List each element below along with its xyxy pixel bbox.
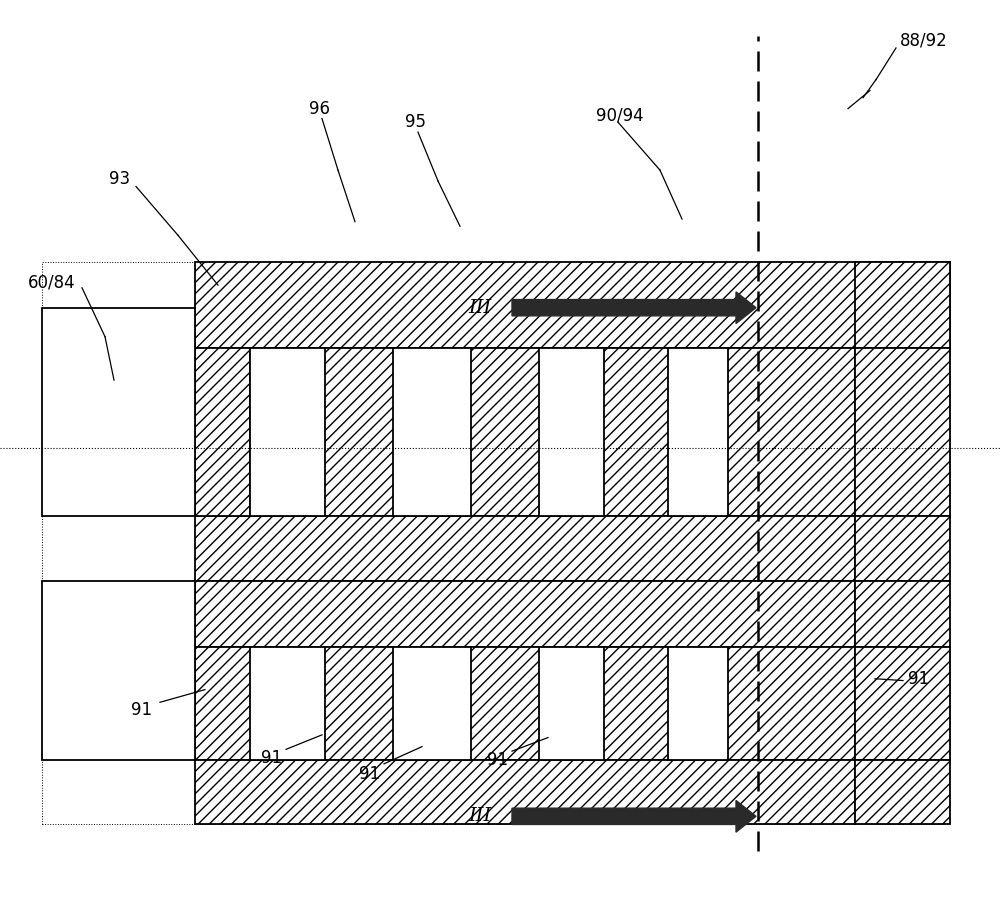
Bar	[195, 647, 855, 760]
Text: 93: 93	[109, 170, 131, 188]
Text: 96: 96	[310, 100, 330, 118]
Bar	[42, 262, 942, 581]
FancyArrow shape	[512, 291, 756, 323]
Bar	[855, 647, 950, 760]
Bar	[668, 348, 728, 516]
Text: 91: 91	[908, 670, 929, 688]
Bar	[855, 581, 950, 647]
Bar	[668, 647, 728, 760]
Bar	[250, 647, 325, 760]
FancyArrow shape	[512, 800, 756, 833]
Text: 91: 91	[359, 765, 381, 783]
Bar	[539, 348, 604, 516]
Text: 91: 91	[261, 749, 283, 767]
Text: 91: 91	[131, 701, 153, 719]
Bar	[393, 647, 471, 760]
Bar	[42, 581, 942, 824]
Bar	[195, 348, 950, 516]
Bar	[195, 760, 855, 824]
Bar	[195, 647, 950, 760]
Bar	[250, 348, 325, 516]
Bar	[195, 581, 855, 647]
Text: III: III	[469, 807, 492, 825]
Bar	[855, 516, 950, 581]
Bar	[855, 760, 950, 824]
Bar	[855, 262, 950, 348]
Text: 60/84: 60/84	[28, 273, 76, 291]
Bar	[195, 262, 950, 348]
Bar	[42, 581, 195, 760]
Bar	[42, 308, 195, 516]
Bar	[393, 348, 471, 516]
Text: III: III	[469, 299, 492, 317]
Text: 95: 95	[404, 113, 426, 131]
Bar	[195, 516, 855, 581]
Bar	[195, 348, 250, 516]
Bar	[539, 647, 604, 760]
Text: 90/94: 90/94	[596, 107, 644, 125]
Text: 91: 91	[487, 751, 509, 769]
Bar	[855, 348, 950, 516]
Bar	[195, 348, 855, 516]
Text: 88/92: 88/92	[900, 32, 948, 50]
